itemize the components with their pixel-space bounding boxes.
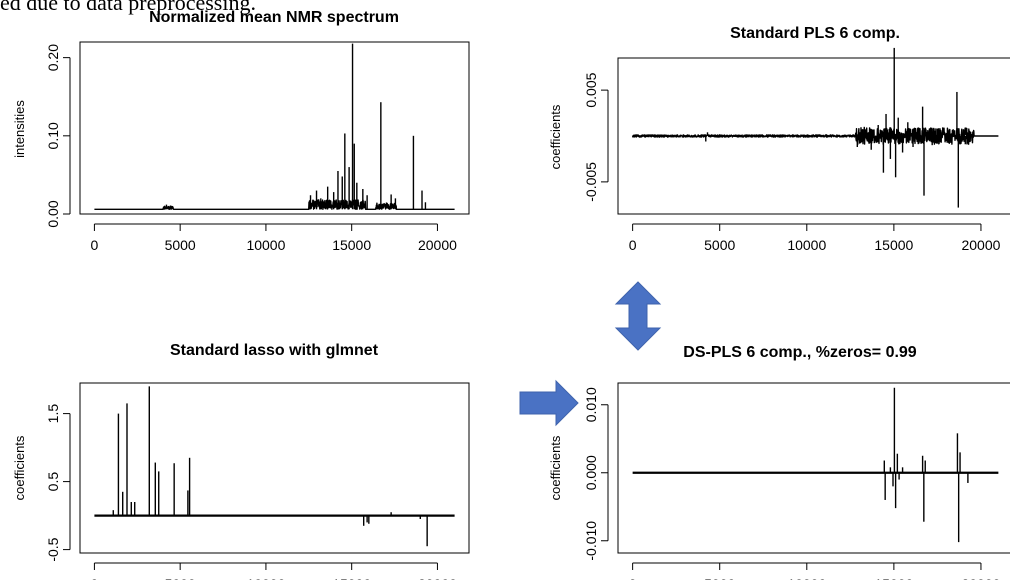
panel-lasso-x-tick-label: 10000 xyxy=(246,576,285,580)
panel-dspls: DS-PLS 6 comp., %zeros= 0.99 coefficient… xyxy=(548,344,1010,580)
panel-nmr-ylabel: intensities xyxy=(12,100,27,158)
right-arrow-icon xyxy=(519,379,579,427)
panel-pls-x-tick-label: 20000 xyxy=(961,237,1000,253)
panel-pls-x-tick-label: 0 xyxy=(629,237,637,253)
panel-dspls-x-tick-label: 5000 xyxy=(704,576,735,580)
panel-nmr-y-tick-label: 0.10 xyxy=(45,122,61,149)
panel-pls-series-line xyxy=(631,127,999,145)
panel-dspls-plot-frame xyxy=(617,382,1010,554)
panel-pls-y-tick-label: 0.005 xyxy=(583,72,599,107)
panel-nmr-plot-frame xyxy=(79,41,470,215)
double-arrow-shape xyxy=(614,281,662,351)
panel-nmr-series-line xyxy=(93,199,455,211)
panel-pls: Standard PLS 6 comp. coefficients 0 5000 1… xyxy=(548,25,1010,253)
right-arrow-shape xyxy=(519,379,579,427)
panel-pls-x-tick-label: 15000 xyxy=(874,237,913,253)
panel-nmr-y-tick-label: 0.20 xyxy=(45,44,61,71)
panel-lasso-plot-frame xyxy=(79,382,470,554)
panel-dspls-x-tick-label: 0 xyxy=(629,576,637,580)
panel-pls-x-tick-label: 10000 xyxy=(787,237,826,253)
panel-lasso-ylabel: coefficients xyxy=(12,435,27,500)
panel-nmr-x-tick-label: 10000 xyxy=(246,237,285,253)
panel-pls-plot-frame xyxy=(617,57,1010,215)
panel-lasso-x-tick-label: 5000 xyxy=(165,576,196,580)
panel-lasso-y-tick-label: 1.5 xyxy=(45,404,61,424)
panel-lasso-y-tick-label: -0.5 xyxy=(45,537,61,561)
panel-nmr-y-tick-label: 0.00 xyxy=(45,200,61,227)
panel-pls-title: Standard PLS 6 comp. xyxy=(730,25,900,42)
panel-dspls-y-tick-label: -0.010 xyxy=(583,521,599,561)
panel-dspls-y-tick-label: 0.010 xyxy=(583,387,599,422)
panel-pls-y-tick-label: -0.005 xyxy=(583,162,599,202)
panel-nmr-x-tick-label: 5000 xyxy=(165,237,196,253)
panel-lasso: Standard lasso with glmnet coefficients … xyxy=(12,342,470,580)
panel-dspls-x-tick-label: 10000 xyxy=(787,576,826,580)
panel-nmr-x-tick-label: 0 xyxy=(91,237,99,253)
panel-lasso-x-tick-label: 0 xyxy=(91,576,99,580)
panel-pls-x-tick-label: 5000 xyxy=(704,237,735,253)
panel-dspls-title: DS-PLS 6 comp., %zeros= 0.99 xyxy=(683,344,917,361)
panel-lasso-y-tick-label: 0.5 xyxy=(45,472,61,492)
panel-dspls-x-tick-label: 20000 xyxy=(961,576,1000,580)
panel-dspls-x-tick-label: 15000 xyxy=(874,576,913,580)
double-arrow-icon xyxy=(614,281,662,351)
panel-nmr-x-tick-label: 20000 xyxy=(418,237,457,253)
panel-lasso-title: Standard lasso with glmnet xyxy=(170,342,379,359)
panel-lasso-x-tick-label: 15000 xyxy=(332,576,371,580)
top-caption: ed due to data preprocessing. xyxy=(0,0,256,15)
panel-nmr-x-tick-label: 15000 xyxy=(332,237,371,253)
panel-pls-ylabel: coefficients xyxy=(548,104,563,169)
panel-lasso-x-tick-label: 20000 xyxy=(418,576,457,580)
panel-nmr: Normalized mean NMR spectrum intensities… xyxy=(12,9,470,253)
panel-nmr-title: Normalized mean NMR spectrum xyxy=(149,9,399,26)
panel-dspls-ylabel: coefficients xyxy=(548,435,563,500)
panel-dspls-y-tick-label: 0.000 xyxy=(583,455,599,490)
